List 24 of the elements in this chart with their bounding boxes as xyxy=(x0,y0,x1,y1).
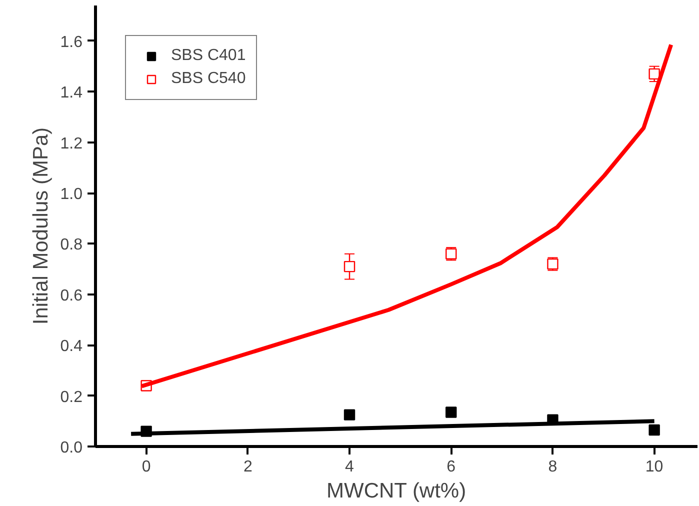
point xyxy=(344,260,356,272)
legend-label: SBS C540 xyxy=(171,70,246,88)
y-tick-label: 1.2 xyxy=(60,135,83,152)
x-tick-label: 4 xyxy=(345,458,354,476)
x-tick-label: 8 xyxy=(548,458,558,476)
point xyxy=(344,409,356,420)
y-tick-label: 0.8 xyxy=(60,236,83,254)
x-axis-title: MWCNT (wt%) xyxy=(326,480,466,502)
x-tick-label: 6 xyxy=(446,458,456,476)
y-tick-label: 1.4 xyxy=(60,84,83,102)
y-axis-title: Initial Modulus (MPa) xyxy=(29,127,52,325)
y-tick-label: 1.6 xyxy=(60,34,83,51)
point xyxy=(446,406,457,418)
x-tick-label: 0 xyxy=(142,458,151,476)
point xyxy=(648,68,660,80)
y-tick-label: 0.0 xyxy=(60,440,83,456)
y-tick-label: 0.4 xyxy=(60,338,83,356)
y-tick-label: 0.2 xyxy=(60,388,83,406)
legend-label: SBS C401 xyxy=(171,47,246,65)
x-tick-label: 10 xyxy=(645,458,664,476)
y-tick-label: 0.6 xyxy=(60,287,83,304)
x-tick-label: 2 xyxy=(243,458,252,476)
y-tick-label: 1.0 xyxy=(60,186,83,204)
point xyxy=(648,424,660,436)
